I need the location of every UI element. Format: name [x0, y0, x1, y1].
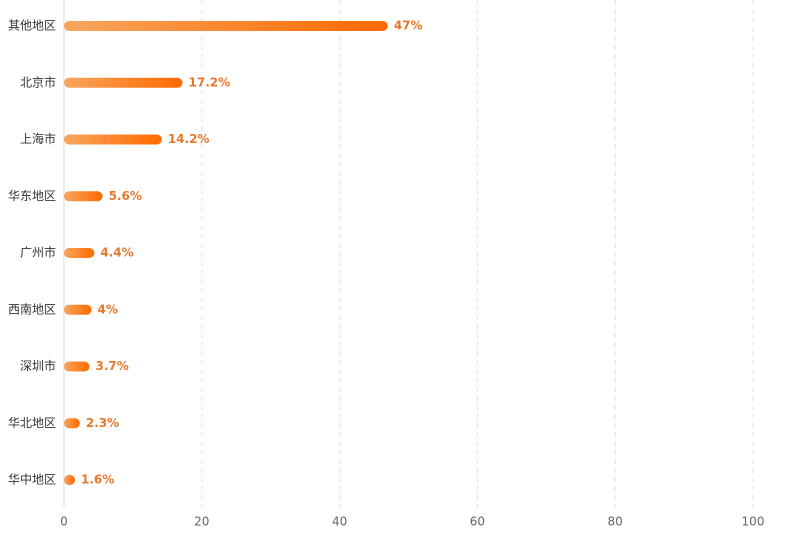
value-label: 5.6% [109, 189, 142, 203]
y-tick-label: 华东地区 [8, 189, 56, 203]
x-tick-label: 100 [742, 515, 765, 529]
bar [64, 21, 388, 31]
bar [64, 475, 76, 485]
value-label: 3.7% [95, 359, 128, 373]
bar [64, 304, 92, 315]
y-tick-label: 上海市 [20, 131, 56, 146]
value-label: 4% [98, 302, 118, 316]
value-label: 47% [394, 19, 423, 33]
x-tick-label: 40 [332, 515, 347, 529]
value-label: 17.2% [189, 75, 231, 89]
x-tick-label: 0 [60, 515, 68, 529]
bar [64, 418, 80, 429]
x-tick-label: 80 [608, 515, 623, 529]
y-tick-label: 华中地区 [8, 472, 56, 487]
x-tick-label: 20 [194, 515, 209, 529]
value-label: 2.3% [86, 416, 119, 430]
y-tick-label: 北京市 [20, 74, 56, 89]
bar [64, 248, 95, 258]
bar [64, 134, 162, 145]
y-tick-label: 华北地区 [8, 416, 56, 430]
value-label: 4.4% [100, 246, 133, 260]
x-tick-label: 60 [470, 515, 485, 529]
value-label: 1.6% [81, 473, 114, 487]
y-tick-label: 西南地区 [8, 301, 56, 316]
y-tick-label: 广州市 [20, 245, 56, 260]
bar [64, 191, 103, 202]
value-label: 14.2% [168, 132, 210, 146]
bar [64, 361, 90, 372]
y-tick-label: 深圳市 [20, 358, 56, 373]
bar [64, 77, 183, 88]
y-tick-label: 其他地区 [8, 19, 56, 33]
